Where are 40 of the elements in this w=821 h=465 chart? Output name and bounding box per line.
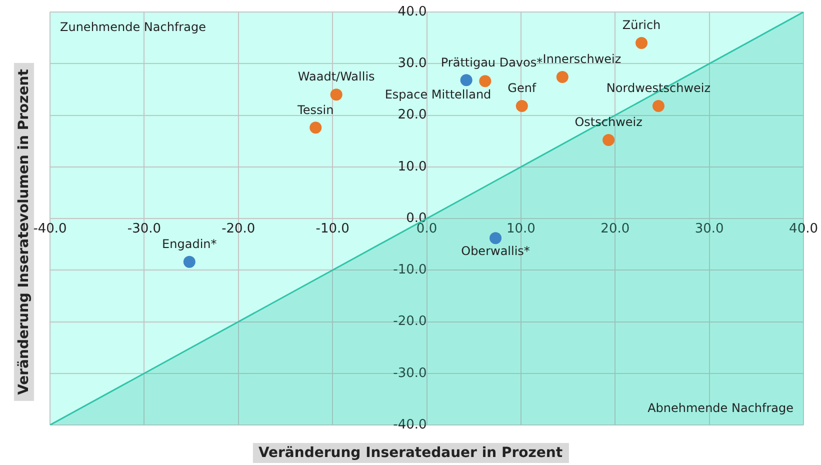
y-tick-label: -20.0 [393,314,427,330]
point [602,134,615,146]
x-tick-label: -10.0 [316,222,350,237]
point [460,74,472,86]
point [516,100,528,112]
annotation: Oberwallis* [461,244,530,258]
annotation: Espace Mittelland [384,87,492,102]
x-tick-label: -40.0 [33,222,67,237]
y-tick-label: 10.0 [398,159,427,174]
y-tick-label: 40.0 [398,4,427,20]
point [479,75,492,88]
y-tick-label: -10.0 [393,262,427,278]
point [330,88,342,101]
x-tick-label: -30.0 [127,222,162,237]
y-axis-title: Veränderung Inseratevolumen in Prozent [14,63,34,401]
point [652,100,664,112]
annotation: Tessin [296,102,334,117]
x-tick-label: 30.0 [694,222,724,237]
point [556,71,568,84]
annotation: Zürich [622,18,661,32]
y-tick-label: 20.0 [398,108,427,123]
x-tick-label: -20.0 [222,222,256,237]
point [310,122,322,134]
annotation: Prättigau Davos* [440,55,543,70]
point [490,232,502,244]
annotation: Waadt/Wallis [298,70,375,84]
annotation: Engadin* [162,236,217,251]
annotation: Innerschweiz [542,52,622,66]
y-tick-label: -40.0 [393,417,427,432]
y-tick-label: 30.0 [398,56,427,71]
y-tick-label: -30.0 [393,366,427,381]
x-tick-label: 20.0 [600,222,630,237]
annotation: Zunehmende Nachfrage [60,20,206,34]
point [183,256,196,268]
annotation: Abnehmende Nachfrage [648,401,794,416]
annotation: Genf [508,81,537,96]
x-axis-title: Veränderung Inseratedauer in Prozent [252,443,569,463]
x-tick-label: 40.0 [789,222,818,237]
point [636,36,648,49]
x-tick-label: 10.0 [506,222,536,237]
